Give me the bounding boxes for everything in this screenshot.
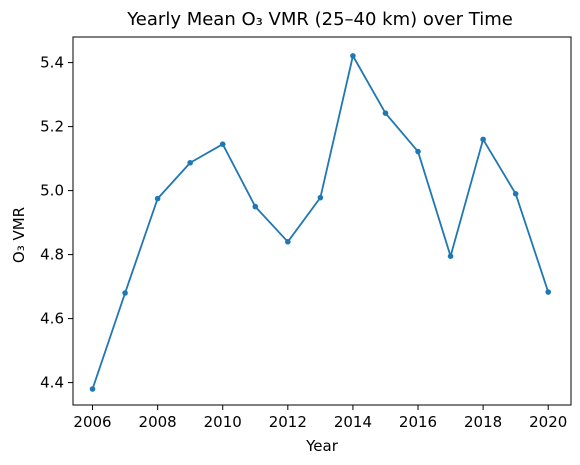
x-tick-label: 2006 [73,413,111,431]
x-tick-label: 2008 [139,413,177,431]
data-point [512,191,519,197]
data-point [447,253,454,259]
data-point [480,136,486,143]
data-point [382,110,389,116]
series-line [91,54,550,390]
plot-frame [72,36,572,406]
x-tick-label: 2016 [399,413,437,431]
data-point [285,239,291,245]
plot-area: 2006 2008 2010 2012 2014 2016 2018 2020 4.4 4.6 4.… [40,36,572,431]
data-point [317,194,324,201]
data-point [350,53,356,59]
y-tick-label: 4.6 [40,310,64,328]
data-point [187,159,193,166]
x-tick-label: 2018 [464,413,502,431]
data-point [252,203,259,210]
x-tick-label: 2014 [334,413,372,431]
x-tick-label: 2020 [529,413,567,431]
y-tick-label: 5.4 [40,54,64,72]
data-point [415,148,421,155]
y-axis-label: O₃ VMR [10,207,28,263]
data-point [219,141,226,147]
x-tick-label: 2012 [269,413,307,431]
data-point [122,290,128,296]
chart-title: Yearly Mean O₃ VMR (25–40 km) over Time [126,9,513,30]
x-tick-label: 2010 [204,413,242,431]
y-tick-label: 5.2 [40,118,64,136]
y-tick-label: 5.0 [40,182,64,200]
data-point [545,289,552,295]
data-point [89,386,96,392]
data-point [154,195,161,202]
y-tick-label: 4.4 [40,374,64,392]
y-tick-label: 4.8 [40,246,64,264]
x-axis-label: Year [305,437,339,455]
